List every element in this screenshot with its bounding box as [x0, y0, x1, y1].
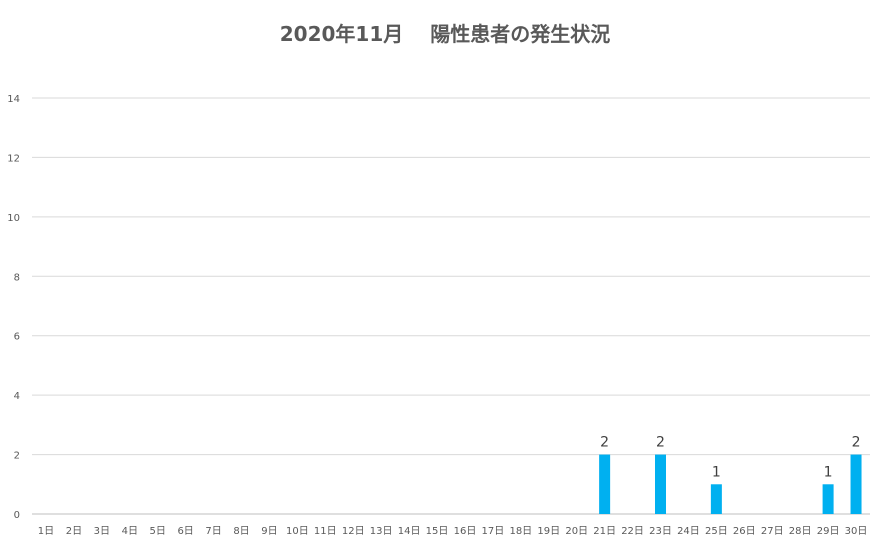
x-tick-label: 25日 [705, 526, 728, 537]
x-tick-label: 30日 [845, 526, 868, 537]
y-tick-label: 14 [7, 94, 20, 105]
x-tick-label: 9日 [261, 526, 277, 537]
y-tick-label: 12 [7, 153, 20, 164]
x-tick-label: 17日 [482, 526, 505, 537]
y-tick-label: 6 [14, 332, 20, 343]
bar [655, 454, 666, 514]
data-label: 2 [852, 435, 861, 451]
x-tick-label: 2日 [66, 526, 82, 537]
x-tick-label: 28日 [789, 526, 812, 537]
x-tick-label: 4日 [122, 526, 138, 537]
x-tick-label: 7日 [205, 526, 221, 537]
x-tick-label: 26日 [733, 526, 756, 537]
x-tick-label: 13日 [370, 526, 393, 537]
data-label: 2 [600, 435, 609, 451]
x-tick-label: 12日 [342, 526, 365, 537]
x-tick-label: 11日 [314, 526, 337, 537]
chart-title: 2020年11月 陽性患者の発生状況 [279, 22, 611, 46]
x-tick-label: 1日 [38, 526, 54, 537]
x-tick-label: 6日 [177, 526, 193, 537]
x-tick-label: 5日 [150, 526, 166, 537]
y-tick-label: 8 [14, 272, 20, 283]
x-tick-label: 18日 [509, 526, 532, 537]
bar [850, 454, 862, 514]
bar [599, 454, 611, 514]
x-tick-label: 15日 [426, 526, 449, 537]
x-tick-label: 14日 [398, 526, 421, 537]
x-tick-label: 10日 [286, 526, 309, 537]
x-tick-label: 23日 [649, 526, 672, 537]
x-tick-label: 3日 [94, 526, 110, 537]
y-tick-label: 4 [14, 391, 20, 402]
x-tick-label: 20日 [565, 526, 588, 537]
bar [822, 484, 834, 514]
data-label: 2 [656, 435, 665, 451]
x-tick-label: 27日 [761, 526, 784, 537]
x-tick-label: 24日 [677, 526, 700, 537]
x-tick-label: 16日 [454, 526, 477, 537]
x-tick-label: 8日 [233, 526, 249, 537]
x-tick-label: 19日 [537, 526, 560, 537]
x-tick-label: 22日 [621, 526, 644, 537]
x-tick-label: 21日 [593, 526, 616, 537]
data-label: 1 [712, 464, 721, 480]
y-tick-label: 0 [14, 510, 20, 521]
y-tick-label: 2 [14, 451, 20, 462]
x-tick-label: 29日 [817, 526, 840, 537]
data-label: 1 [824, 464, 833, 480]
y-tick-label: 10 [7, 213, 20, 224]
bar [710, 484, 722, 514]
